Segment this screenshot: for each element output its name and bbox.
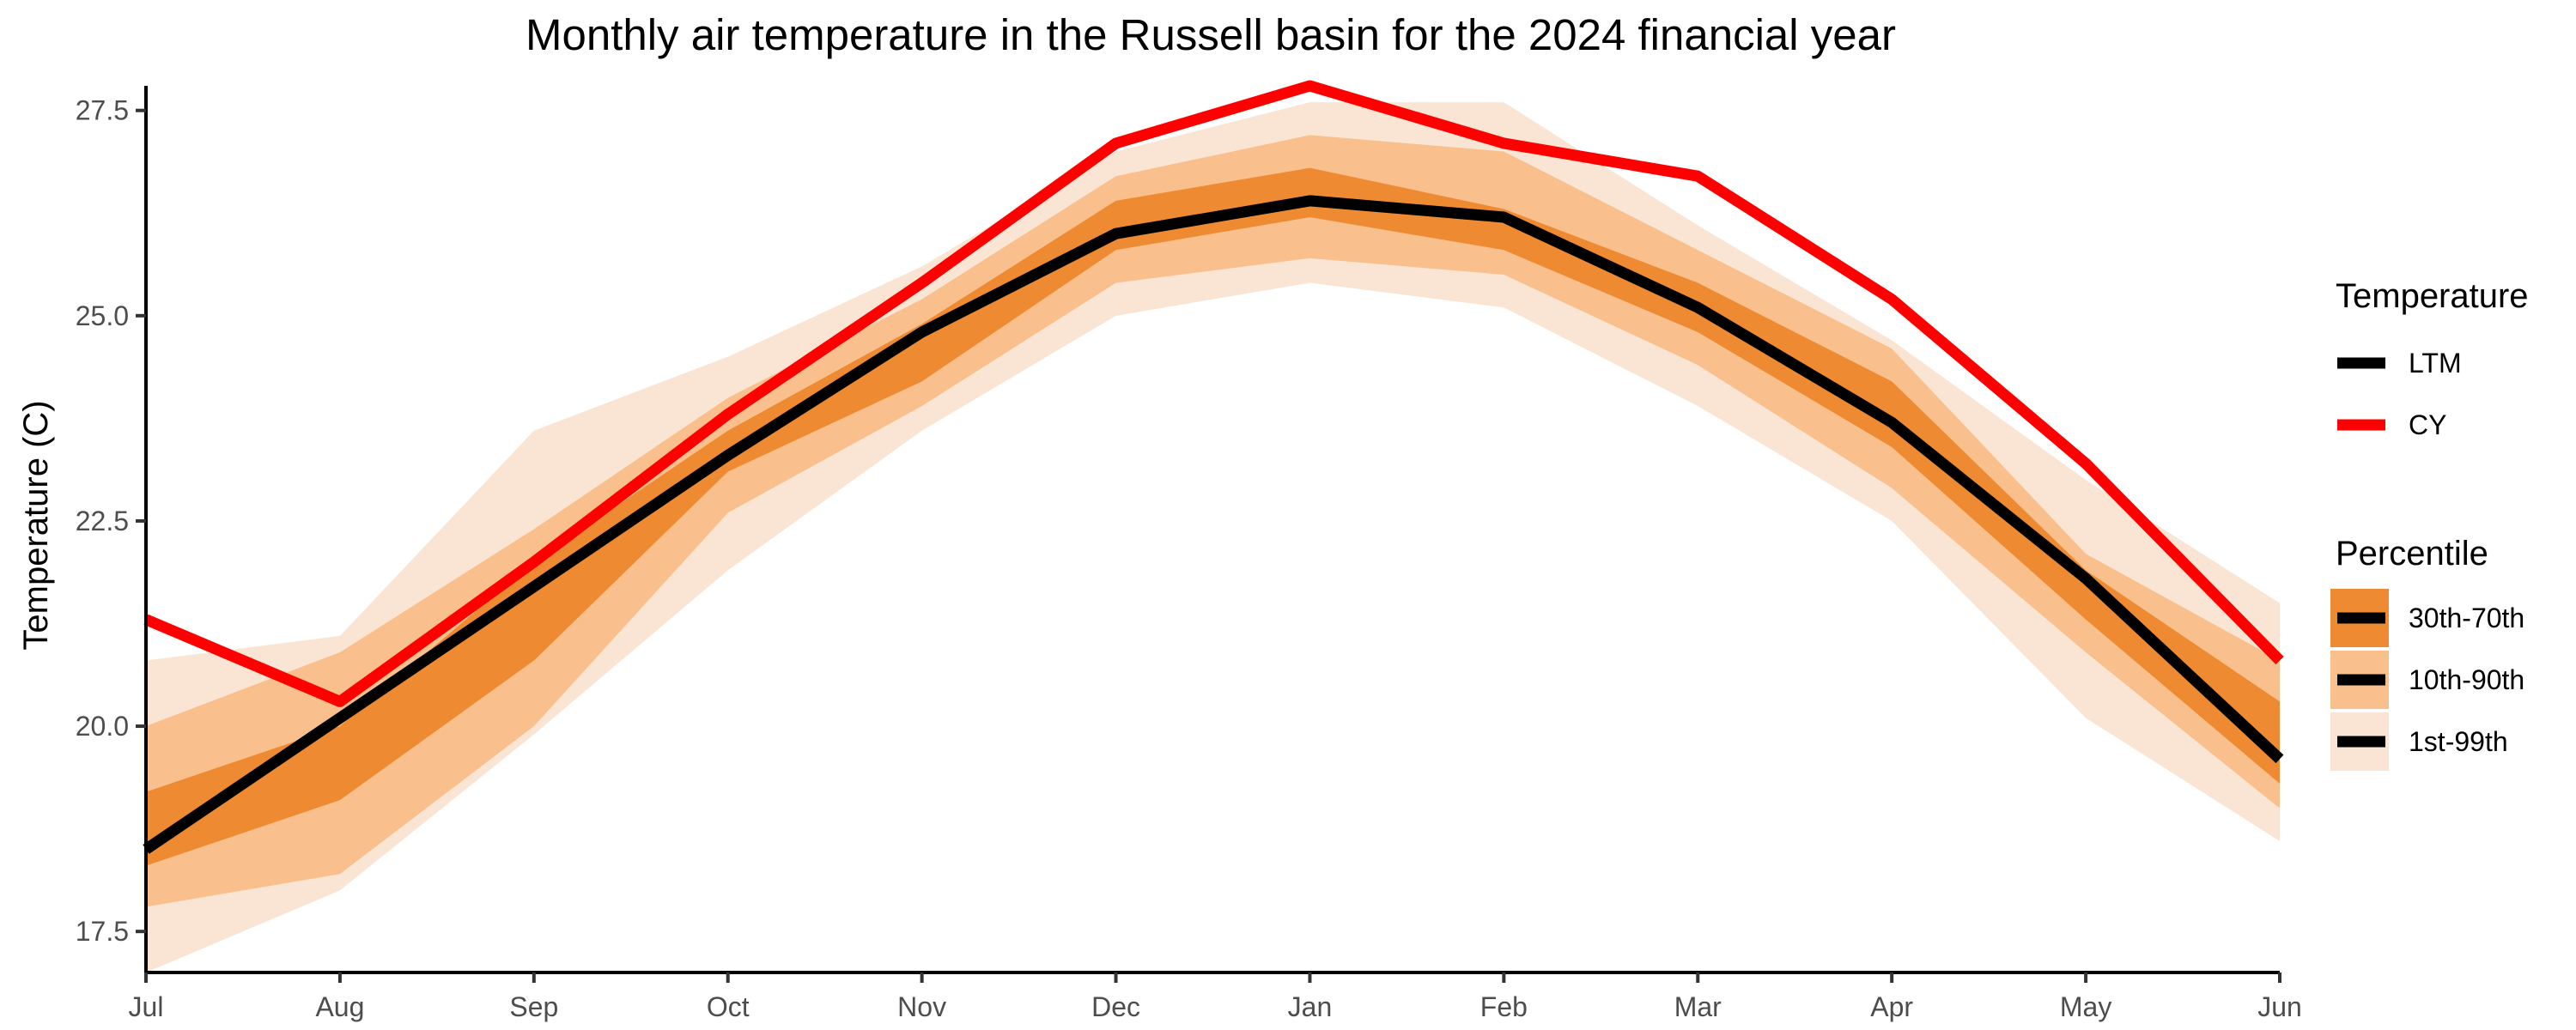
series-line-ltm <box>143 195 2284 854</box>
legend-label-30th-70th: 30th-70th <box>2409 603 2524 633</box>
y-tick-label: 17.5 <box>76 916 129 947</box>
y-tick-label: 27.5 <box>76 95 129 126</box>
x-tick-label: Dec <box>1091 991 1140 1022</box>
x-tick-label: Nov <box>897 991 946 1022</box>
x-tick-label: Aug <box>315 991 364 1022</box>
series-line-cy <box>143 80 2284 707</box>
x-tick-label: Jan <box>1288 991 1333 1022</box>
plot-area <box>143 80 2284 972</box>
legend-percentile-title: Percentile <box>2336 535 2488 573</box>
legend-label-10th-90th: 10th-90th <box>2409 664 2524 695</box>
x-tick-label: Jul <box>129 991 164 1022</box>
legend-label-1st-99th: 1st-99th <box>2409 726 2508 757</box>
x-tick-label: Oct <box>707 991 750 1022</box>
x-tick-label: Sep <box>509 991 558 1022</box>
chart-title: Monthly air temperature in the Russell b… <box>526 10 1896 59</box>
legend-label-ltm: LTM <box>2409 348 2462 379</box>
axes: 17.5 20.0 22.5 25.0 27.5 Jul Aug Sep Oct Nov Dec Ja… <box>76 86 2302 1022</box>
x-tick-label: Jun <box>2257 991 2302 1022</box>
legend-temperature-title: Temperature <box>2336 277 2529 315</box>
x-tick-label: Feb <box>1480 991 1528 1022</box>
x-tick-label: Apr <box>1870 991 1913 1022</box>
y-tick-label: 22.5 <box>76 506 129 536</box>
y-axis-label: Temperature (C) <box>17 400 55 650</box>
x-tick-label: May <box>2060 991 2111 1022</box>
x-tick-label: Mar <box>1674 991 1722 1022</box>
legend-label-cy: CY <box>2409 409 2446 440</box>
y-tick-label: 20.0 <box>76 711 129 742</box>
y-tick-label: 25.0 <box>76 300 129 331</box>
legend: Temperature LTM CY Percentile 30th-70th 10… <box>2330 277 2529 771</box>
